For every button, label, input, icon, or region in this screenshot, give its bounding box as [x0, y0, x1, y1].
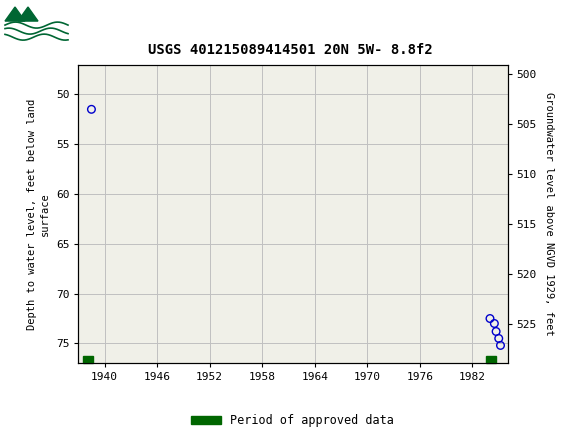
Point: [494, 335, 503, 342]
Point: [87, 106, 96, 113]
Y-axis label: Depth to water level, feet below land
surface: Depth to water level, feet below land su…: [27, 98, 50, 329]
Bar: [83, 356, 93, 363]
Text: USGS: USGS: [78, 11, 135, 35]
Point: [485, 315, 495, 322]
Bar: [3, 3, 71, 42]
Bar: [485, 356, 496, 363]
Point: [491, 328, 501, 335]
Polygon shape: [5, 7, 25, 21]
Point: [496, 342, 505, 349]
Polygon shape: [18, 7, 38, 21]
Y-axis label: Groundwater level above NGVD 1929, feet: Groundwater level above NGVD 1929, feet: [543, 92, 554, 336]
Text: USGS 401215089414501 20N 5W- 8.8f2: USGS 401215089414501 20N 5W- 8.8f2: [148, 43, 432, 57]
Point: [490, 320, 499, 327]
Legend: Period of approved data: Period of approved data: [187, 410, 399, 430]
